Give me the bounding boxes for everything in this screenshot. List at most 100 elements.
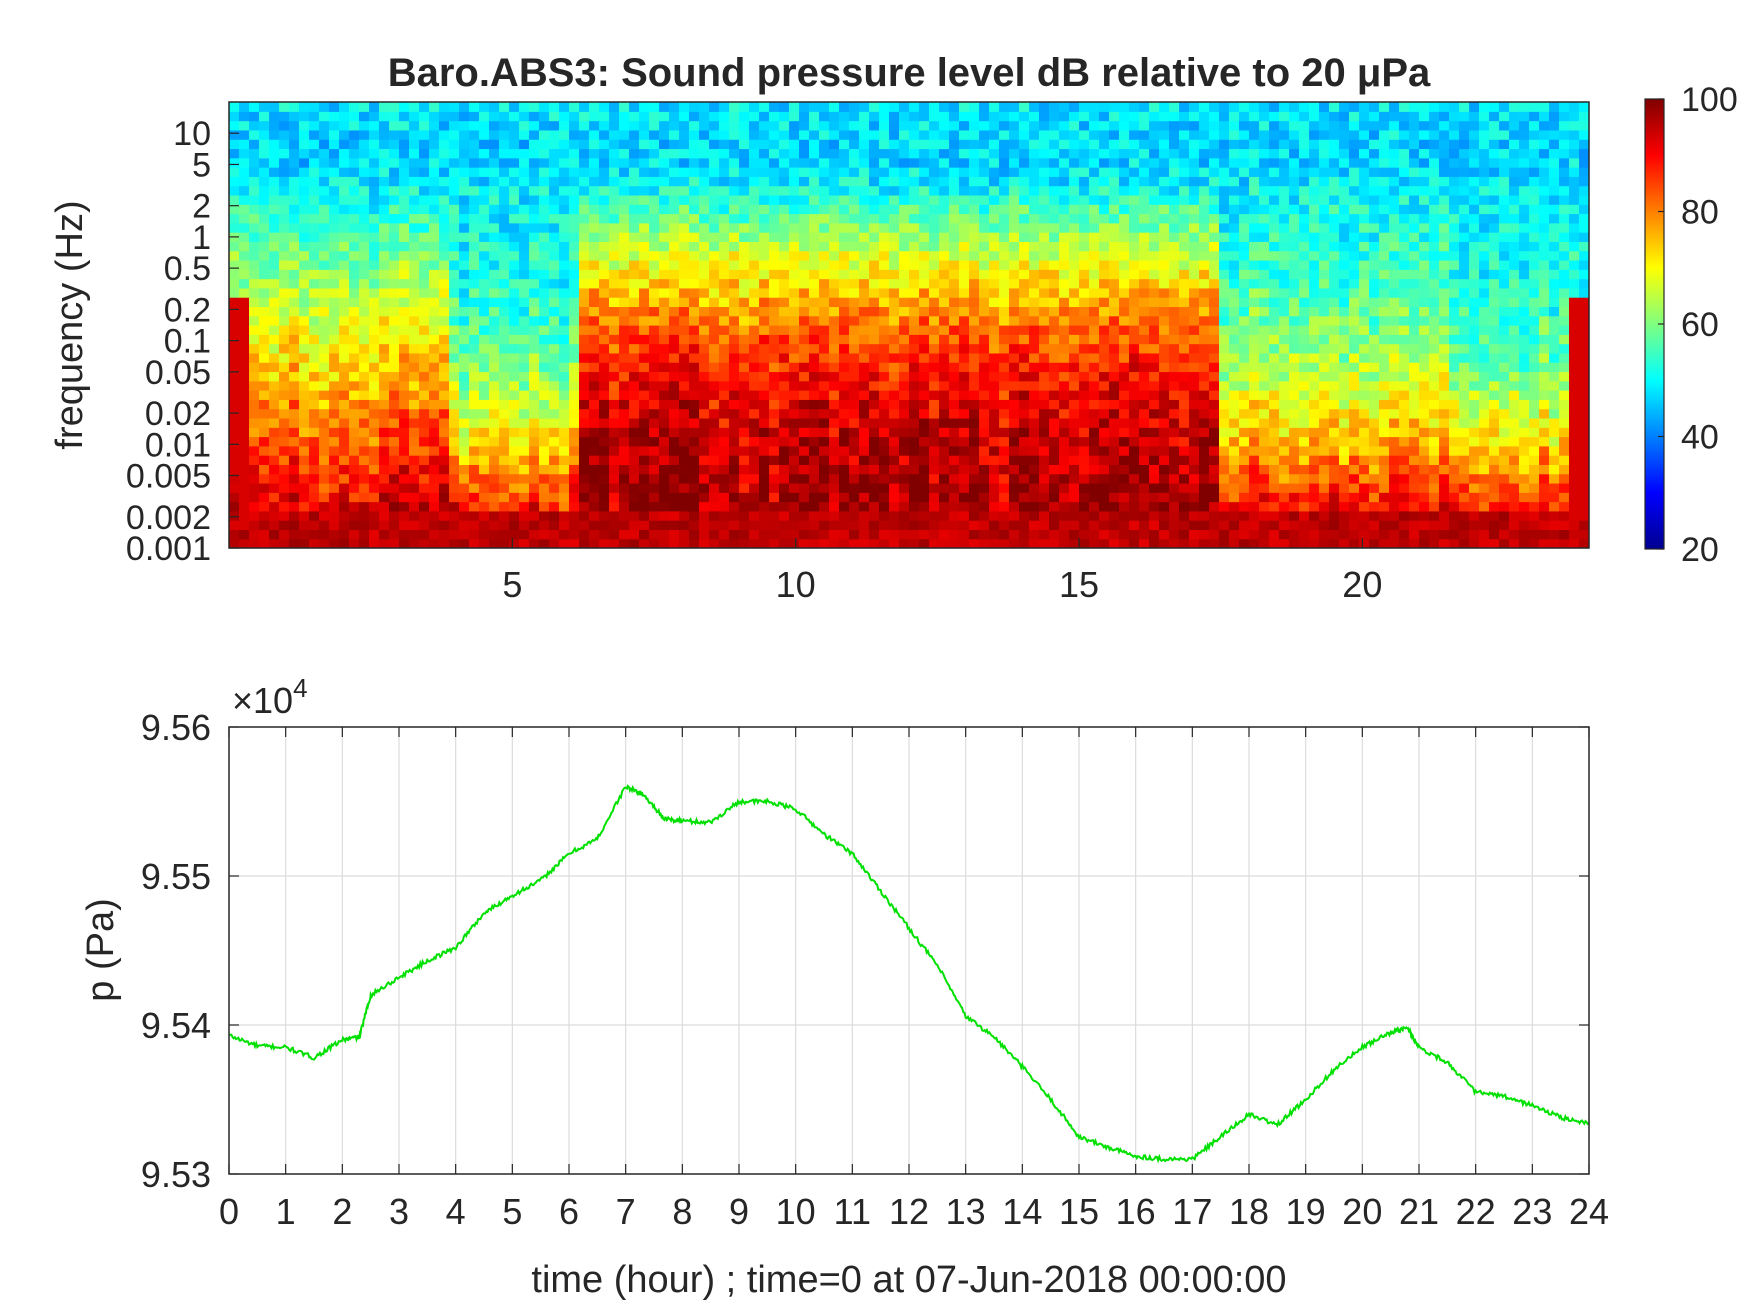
pressure-x-tick-label: 9: [729, 1191, 749, 1232]
pressure-series-line: [229, 784, 1589, 1164]
spectrogram-y-tick-label: 1: [192, 219, 211, 257]
pressure-x-tick: 18: [1229, 727, 1269, 1232]
colorbar-tick-label: 80: [1681, 194, 1719, 232]
spectrogram-axes-box: [228, 101, 1590, 549]
pressure-x-tick-label: 13: [946, 1191, 986, 1232]
spectrogram-y-tick: 0.5: [164, 250, 239, 288]
spectrogram-y-tick-label: 10: [173, 115, 211, 153]
spectrogram-y-tick: 10: [173, 115, 239, 153]
pressure-x-tick: 14: [1002, 727, 1042, 1232]
pressure-y-tick: 9.56: [141, 707, 1589, 748]
spectrogram-x-tick-label: 10: [776, 564, 816, 605]
pressure-x-tick: 11: [834, 727, 871, 1232]
spectrogram-x-tick-label: 5: [502, 564, 522, 605]
pressure-y-axis-label: p (Pa): [80, 898, 122, 1001]
spectrogram-y-tick: 0.05: [145, 354, 239, 392]
pressure-x-tick-label: 15: [1059, 1191, 1099, 1232]
spectrogram-y-tick-label: 0.5: [164, 250, 211, 288]
colorbar-tick: 80: [1658, 194, 1719, 232]
pressure-x-tick: 13: [946, 727, 986, 1232]
pressure-x-tick: 9: [729, 727, 749, 1232]
pressure-x-tick: 22: [1456, 727, 1496, 1232]
pressure-x-tick-label: 18: [1229, 1191, 1269, 1232]
pressure-x-tick: 23: [1512, 727, 1552, 1232]
pressure-y-tick-label: 9.53: [141, 1154, 211, 1195]
pressure-x-tick-label: 22: [1456, 1191, 1496, 1232]
spectrogram-x-tick: 20: [1342, 538, 1382, 605]
spectrogram-cells: [229, 102, 1589, 548]
pressure-x-tick-label: 7: [616, 1191, 636, 1232]
pressure-x-tick-label: 16: [1116, 1191, 1156, 1232]
spectrogram-y-tick-label: 0.05: [145, 354, 211, 392]
pressure-x-tick-label: 0: [219, 1191, 239, 1232]
spectrogram-y-tick: 0.01: [145, 426, 239, 464]
spectrogram-title: Baro.ABS3: Sound pressure level dB relat…: [388, 51, 1431, 95]
pressure-x-axis-label: time (hour) ; time=0 at 07-Jun-2018 00:0…: [531, 1259, 1286, 1301]
pressure-x-tick: 5: [502, 727, 522, 1232]
pressure-x-tick-label: 19: [1286, 1191, 1326, 1232]
pressure-x-tick: 6: [559, 727, 579, 1232]
spectrogram-x-tick-label: 20: [1342, 564, 1382, 605]
pressure-x-tick-label: 21: [1399, 1191, 1439, 1232]
pressure-x-tick-label: 10: [776, 1191, 816, 1232]
colorbar-tick: 20: [1658, 531, 1719, 569]
pressure-x-tick: 21: [1399, 727, 1439, 1232]
spectrogram-y-tick-label: 0.002: [126, 499, 211, 537]
pressure-y-tick-label: 9.54: [141, 1005, 211, 1046]
pressure-x-tick: 20: [1342, 727, 1382, 1232]
spectrogram-y-tick: 0.002: [126, 499, 239, 537]
spectrogram-x-tick: 15: [1059, 538, 1099, 605]
spectrogram-y-tick: 0.2: [164, 291, 239, 329]
pressure-x-tick: 2: [332, 727, 352, 1232]
colorbar-tick-label: 60: [1681, 306, 1719, 344]
colorbar-tick: 60: [1658, 306, 1719, 344]
pressure-x-tick-label: 23: [1512, 1191, 1552, 1232]
colorbar-tick-label: 40: [1681, 419, 1719, 457]
spectrogram-y-tick: 1: [192, 219, 239, 257]
colorbar-ticks: 20 40 60 80 100: [1658, 81, 1738, 569]
pressure-x-tick: 0: [219, 727, 239, 1232]
pressure-y-ticks: 9.53 9.54 9.55 9.56: [141, 707, 1589, 1195]
pressure-y-tick-label: 9.55: [141, 856, 211, 897]
pressure-y-tick: 9.54: [141, 1005, 1589, 1046]
pressure-x-tick-label: 24: [1569, 1191, 1609, 1232]
pressure-panel: 9.53 9.54 9.55 9.56 0 1 2 3 4 5 6 7 8 9 10 11 12 13 14 15 1…: [80, 673, 1609, 1301]
pressure-x-tick-label: 17: [1172, 1191, 1212, 1232]
spectrogram-x-ticks: 5 10 15 20: [502, 538, 1382, 605]
pressure-x-tick-label: 6: [559, 1191, 579, 1232]
pressure-x-tick: 7: [616, 727, 636, 1232]
pressure-x-tick: 24: [1569, 727, 1609, 1232]
pressure-grid: [229, 727, 1589, 1174]
spectrogram-x-tick: 5: [502, 538, 522, 605]
spectrogram-panel: Baro.ABS3: Sound pressure level dB relat…: [49, 51, 1738, 605]
colorbar-tick-label: 20: [1681, 531, 1719, 569]
pressure-x-tick: 12: [889, 727, 929, 1232]
colorbar-tick: 100: [1658, 81, 1738, 119]
spectrogram-y-tick-label: 0.02: [145, 395, 211, 433]
pressure-x-tick: 8: [672, 727, 692, 1232]
pressure-x-tick: 16: [1116, 727, 1156, 1232]
spectrogram-y-axis-label: frequency (Hz): [49, 200, 91, 449]
pressure-x-tick: 15: [1059, 727, 1099, 1232]
pressure-x-ticks: 0 1 2 3 4 5 6 7 8 9 10 11 12 13 14 15 16 17 18 19 20 21 22 23 24: [219, 727, 1609, 1232]
spectrogram-y-tick-label: 0.2: [164, 291, 211, 329]
pressure-x-tick-label: 2: [332, 1191, 352, 1232]
spectrogram-y-tick: 2: [192, 188, 239, 226]
pressure-x-tick-label: 5: [502, 1191, 522, 1232]
spectrogram-y-tick: 0.02: [145, 395, 239, 433]
spectrogram-y-tick-label: 2: [192, 188, 211, 226]
pressure-x-tick: 4: [446, 727, 466, 1232]
pressure-x-tick-label: 12: [889, 1191, 929, 1232]
spectrogram-y-tick: 0.005: [126, 458, 239, 496]
pressure-x-tick: 10: [776, 727, 816, 1232]
pressure-x-tick-label: 8: [672, 1191, 692, 1232]
spectrogram-y-tick: 5: [192, 146, 239, 184]
pressure-x-tick: 17: [1172, 727, 1212, 1232]
pressure-x-tick-label: 4: [446, 1191, 466, 1232]
pressure-x-tick-label: 1: [276, 1191, 296, 1232]
spectrogram-y-tick: 0.001: [126, 530, 239, 568]
y-exponent-multiplier: ×104: [232, 673, 308, 721]
pressure-x-tick: 1: [276, 727, 296, 1232]
spectrogram-y-tick-label: 0.001: [126, 530, 211, 568]
